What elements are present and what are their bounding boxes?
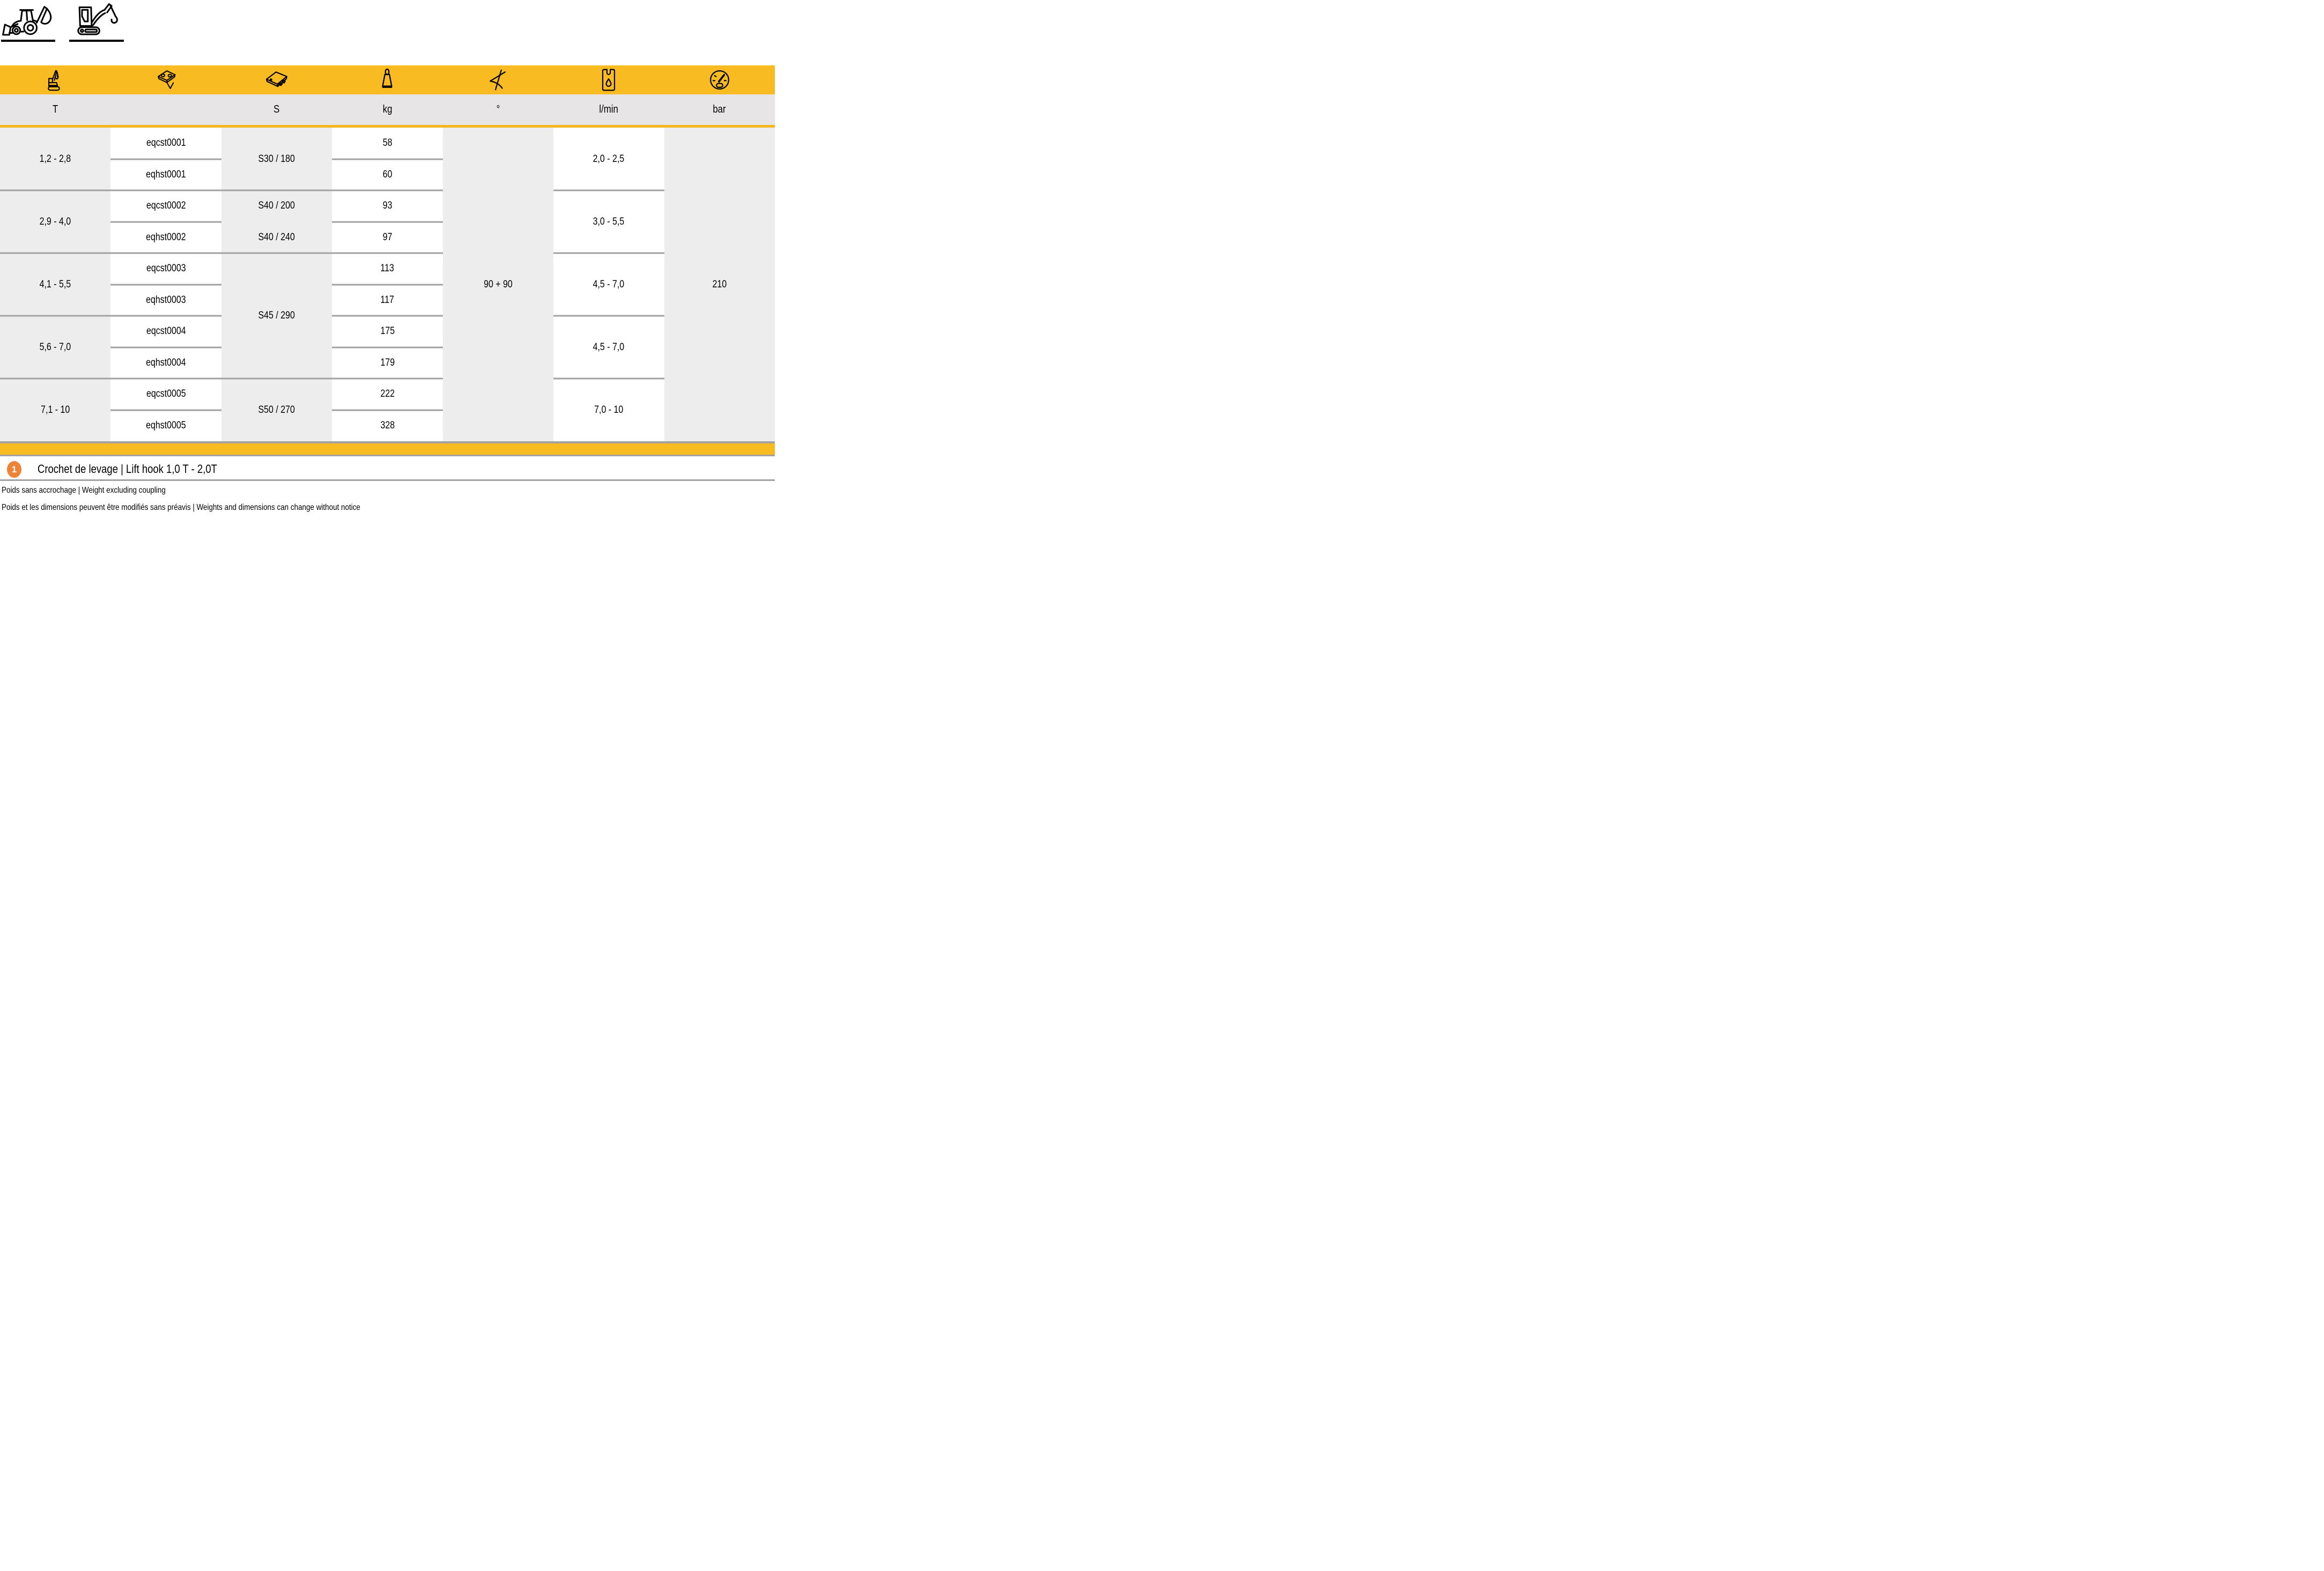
spec-table: T S kg ° l/min bar 1,2 - 2,8 2,9 - 4,0 4…: [0, 65, 775, 456]
tab-mini-excavator[interactable]: [69, 2, 124, 42]
weight-value: 60: [382, 168, 393, 180]
weight-value: 328: [380, 419, 395, 431]
note-dimensions-change: Poids et les dimensions peuvent être mod…: [2, 503, 360, 512]
bottom-yellow-bar-line: [0, 455, 775, 456]
unit-tonnage: T: [53, 103, 58, 115]
product-code: eqhst0002: [146, 231, 186, 243]
product-code: eqcst0001: [146, 137, 186, 149]
table-unit-row: T S kg ° l/min bar: [0, 94, 775, 125]
weight-value: 222: [380, 388, 395, 400]
weight-value: 117: [380, 294, 395, 306]
footnote-marker-badge: 1: [7, 461, 21, 478]
product-code: eqhst0005: [146, 419, 186, 431]
t-range: 7,1 - 10: [41, 404, 70, 416]
tab-backhoe-loader[interactable]: [1, 2, 55, 42]
s-size: S40 / 200: [258, 200, 295, 212]
product-code: eqcst0004: [146, 325, 186, 337]
table-body: 1,2 - 2,8 2,9 - 4,0 4,1 - 5,5 5,6 - 7,0 …: [0, 128, 775, 441]
s-size: S50 / 270: [258, 404, 295, 416]
t-range: 5,6 - 7,0: [39, 341, 71, 353]
column-pressure: 210: [664, 128, 775, 441]
weight-value: 113: [380, 263, 395, 275]
product-code: eqcst0002: [146, 200, 186, 212]
oil-flow-icon: [553, 65, 664, 94]
angle-icon: [443, 65, 553, 94]
table-icon-header: [0, 65, 775, 94]
footnote-divider: [0, 479, 775, 481]
t-range: 2,9 - 4,0: [39, 216, 71, 227]
column-angle: 90 + 90: [442, 128, 554, 441]
product-code: eqcst0003: [146, 263, 186, 275]
flow-value: 4,5 - 7,0: [593, 341, 625, 353]
unit-bar: bar: [713, 103, 726, 115]
excavator-icon: [0, 65, 110, 94]
s-size: S45 / 290: [258, 310, 295, 321]
bottom-yellow-bar: [0, 443, 775, 455]
flow-value: 7,0 - 10: [594, 404, 624, 416]
table-bottom-line: [0, 441, 775, 443]
t-range: 4,1 - 5,5: [39, 278, 71, 290]
datasheet-page: T S kg ° l/min bar 1,2 - 2,8 2,9 - 4,0 4…: [0, 0, 775, 524]
t-range: 1,2 - 2,8: [39, 153, 71, 165]
product-code: eqhst0003: [146, 294, 186, 306]
adapter-plate-icon: [221, 65, 332, 94]
weight-icon: [332, 65, 442, 94]
note-weight-excluding-coupling: Poids sans accrochage | Weight excluding…: [2, 486, 166, 495]
unit-angle: °: [496, 103, 500, 115]
flow-value: 4,5 - 7,0: [593, 278, 625, 290]
weight-value: 93: [382, 200, 393, 212]
product-code: eqhst0001: [146, 168, 186, 180]
weight-value: 58: [382, 137, 393, 149]
unit-flow: l/min: [599, 103, 619, 115]
column-s-size: S30 / 180 S40 / 200 S40 / 240 S45 / 290 …: [221, 128, 332, 441]
unit-s: S: [273, 103, 280, 115]
mini-excavator-icon: [69, 2, 124, 38]
weight-value: 175: [380, 325, 395, 337]
accent-line: [0, 125, 775, 128]
column-flow: 2,0 - 2,5 3,0 - 5,5 4,5 - 7,0 4,5 - 7,0 …: [553, 128, 664, 441]
footnote-row: 1 Crochet de levage | Lift hook 1,0 T - …: [0, 459, 775, 479]
weight-value: 97: [382, 231, 393, 243]
column-tonnage: 1,2 - 2,8 2,9 - 4,0 4,1 - 5,5 5,6 - 7,0 …: [0, 128, 111, 441]
tab-underline: [1, 40, 55, 42]
column-code: eqcst0001 eqhst0001 eqcst0002 eqhst0002 …: [110, 128, 221, 441]
product-code: eqcst0005: [146, 388, 186, 400]
tab-underline: [69, 40, 124, 42]
s-size: S40 / 240: [258, 231, 295, 243]
flow-value: 2,0 - 2,5: [593, 153, 625, 165]
footnote-label: Crochet de levage | Lift hook 1,0 T - 2,…: [38, 462, 217, 476]
unit-kg: kg: [382, 103, 393, 115]
s-size: S30 / 180: [258, 153, 295, 165]
backhoe-loader-icon: [1, 2, 55, 38]
flow-value: 3,0 - 5,5: [593, 216, 625, 227]
angle-value: 90 + 90: [484, 278, 513, 290]
weight-value: 179: [380, 357, 395, 368]
column-weight: 58 60 93 97 113 117 175 179 222 328: [332, 128, 443, 441]
pressure-gauge-icon: [664, 65, 775, 94]
quick-coupler-icon: [110, 65, 221, 94]
pressure-value: 210: [712, 278, 727, 290]
unit-coupler: [110, 94, 221, 125]
machine-selector: [1, 2, 124, 42]
product-code: eqhst0004: [146, 357, 186, 368]
